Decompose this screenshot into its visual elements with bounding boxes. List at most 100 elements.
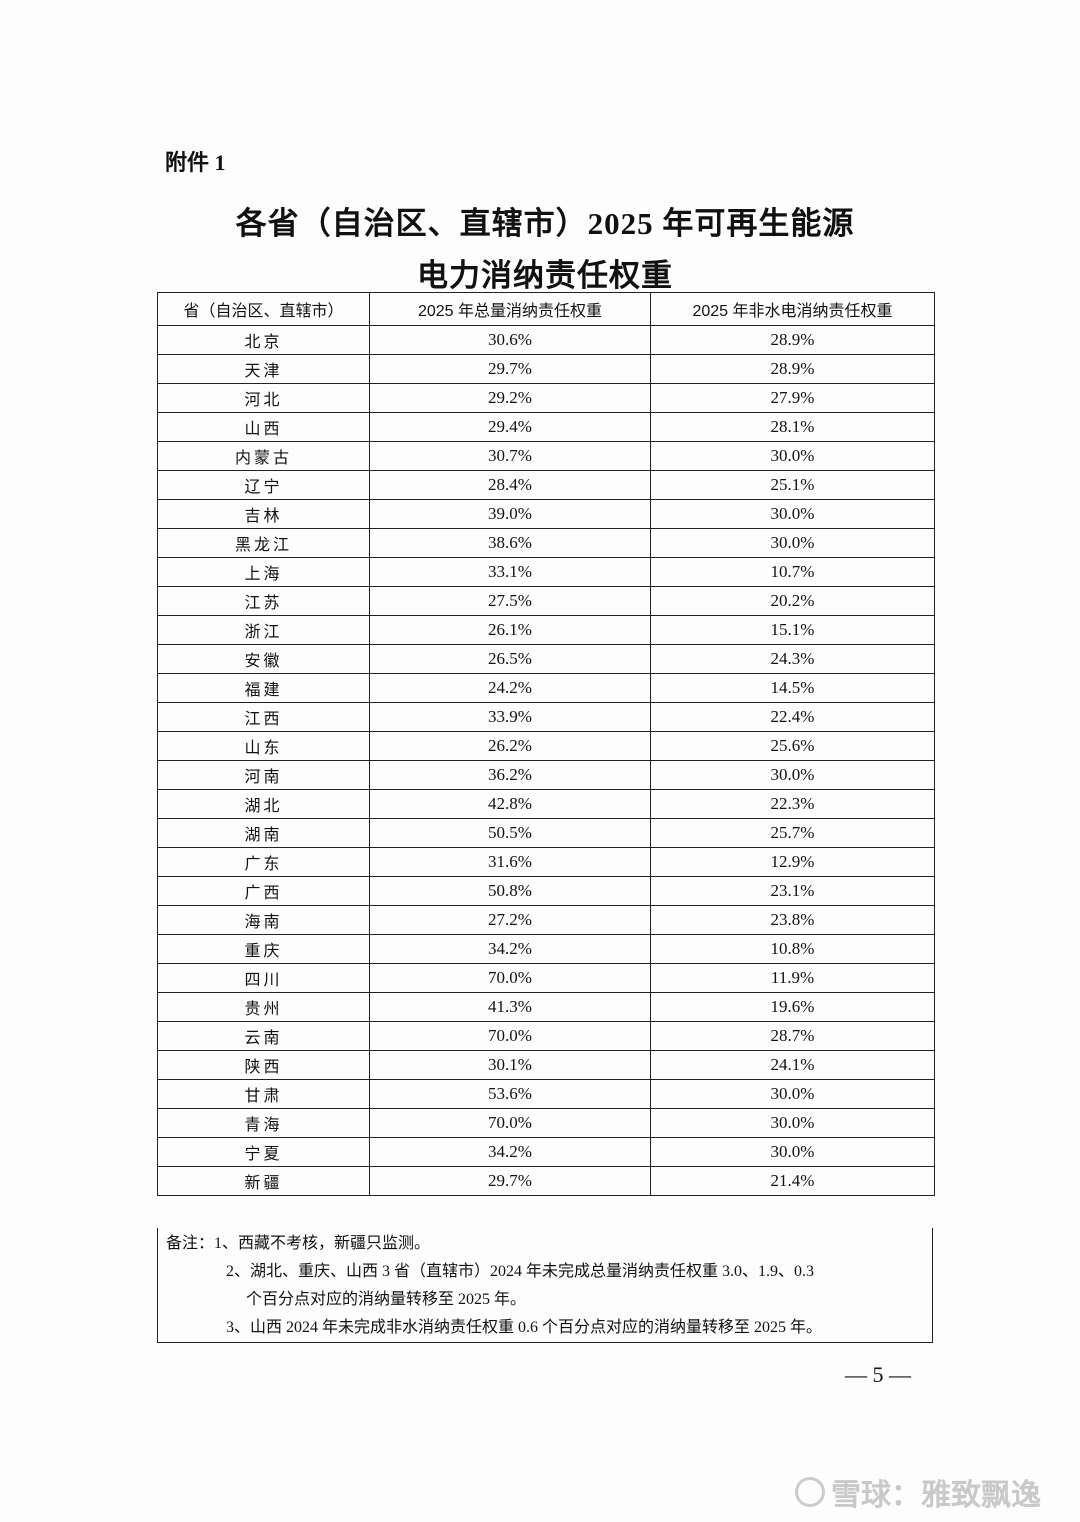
table-header-row: 省（自治区、直辖市） 2025 年总量消纳责任权重 2025 年非水电消纳责任权… [157, 292, 935, 326]
cell-total-weight: 27.2% [369, 905, 651, 935]
cell-nonhydro-weight: 30.0% [650, 499, 935, 529]
table-row: 云南 70.0% 28.7% [157, 1021, 935, 1051]
cell-total-weight: 29.4% [369, 412, 651, 442]
cell-province: 江西 [157, 702, 370, 732]
table-row: 山东 26.2% 25.6% [157, 731, 935, 761]
table-row: 河南 36.2% 30.0% [157, 760, 935, 790]
table-row: 上海 33.1% 10.7% [157, 557, 935, 587]
table-row: 海南 27.2% 23.8% [157, 905, 935, 935]
notes-box: 备注：1、西藏不考核，新疆只监测。 2、湖北、重庆、山西 3 省（直辖市）202… [157, 1228, 933, 1343]
cell-province: 贵州 [157, 992, 370, 1022]
table-row: 辽宁 28.4% 25.1% [157, 470, 935, 500]
header-total-weight: 2025 年总量消纳责任权重 [369, 292, 651, 326]
weights-table: 省（自治区、直辖市） 2025 年总量消纳责任权重 2025 年非水电消纳责任权… [157, 292, 935, 1196]
cell-total-weight: 39.0% [369, 499, 651, 529]
cell-nonhydro-weight: 30.0% [650, 760, 935, 790]
cell-province: 广西 [157, 876, 370, 906]
cell-total-weight: 41.3% [369, 992, 651, 1022]
cell-nonhydro-weight: 28.7% [650, 1021, 935, 1051]
cell-total-weight: 33.1% [369, 557, 651, 587]
cell-total-weight: 26.2% [369, 731, 651, 761]
cell-nonhydro-weight: 28.9% [650, 354, 935, 384]
cell-nonhydro-weight: 24.1% [650, 1050, 935, 1080]
cell-total-weight: 26.5% [369, 644, 651, 674]
table-row: 河北 29.2% 27.9% [157, 383, 935, 413]
cell-total-weight: 29.7% [369, 1166, 651, 1196]
table-row: 浙江 26.1% 15.1% [157, 615, 935, 645]
cell-total-weight: 26.1% [369, 615, 651, 645]
cell-province: 青海 [157, 1108, 370, 1138]
cell-total-weight: 34.2% [369, 934, 651, 964]
snowball-logo-icon [795, 1477, 825, 1507]
cell-total-weight: 30.7% [369, 441, 651, 471]
cell-province: 四川 [157, 963, 370, 993]
cell-province: 陕西 [157, 1050, 370, 1080]
table-row: 四川 70.0% 11.9% [157, 963, 935, 993]
table-row: 广西 50.8% 23.1% [157, 876, 935, 906]
cell-province: 湖南 [157, 818, 370, 848]
cell-province: 宁夏 [157, 1137, 370, 1167]
cell-total-weight: 53.6% [369, 1079, 651, 1109]
table-row: 湖南 50.5% 25.7% [157, 818, 935, 848]
cell-total-weight: 38.6% [369, 528, 651, 558]
cell-nonhydro-weight: 11.9% [650, 963, 935, 993]
cell-total-weight: 50.5% [369, 818, 651, 848]
cell-province: 吉林 [157, 499, 370, 529]
cell-nonhydro-weight: 28.9% [650, 325, 935, 355]
cell-nonhydro-weight: 10.7% [650, 557, 935, 587]
table-row: 福建 24.2% 14.5% [157, 673, 935, 703]
cell-province: 江苏 [157, 586, 370, 616]
cell-nonhydro-weight: 30.0% [650, 528, 935, 558]
table-row: 安徽 26.5% 24.3% [157, 644, 935, 674]
table-row: 黑龙江 38.6% 30.0% [157, 528, 935, 558]
table-row: 湖北 42.8% 22.3% [157, 789, 935, 819]
table-row: 贵州 41.3% 19.6% [157, 992, 935, 1022]
cell-nonhydro-weight: 15.1% [650, 615, 935, 645]
table-row: 新疆 29.7% 21.4% [157, 1166, 935, 1196]
cell-province: 北京 [157, 325, 370, 355]
cell-nonhydro-weight: 10.8% [650, 934, 935, 964]
note-2: 2、湖北、重庆、山西 3 省（直辖市）2024 年未完成总量消纳责任权重 3.0… [226, 1263, 815, 1280]
cell-total-weight: 70.0% [369, 1108, 651, 1138]
cell-nonhydro-weight: 19.6% [650, 992, 935, 1022]
cell-total-weight: 30.6% [369, 325, 651, 355]
cell-province: 上海 [157, 557, 370, 587]
cell-total-weight: 34.2% [369, 1137, 651, 1167]
table-row: 吉林 39.0% 30.0% [157, 499, 935, 529]
note-3: 3、山西 2024 年未完成非水消纳责任权重 0.6 个百分点对应的消纳量转移至… [226, 1319, 823, 1336]
cell-province: 新疆 [157, 1166, 370, 1196]
table-row: 北京 30.6% 28.9% [157, 325, 935, 355]
cell-province: 湖北 [157, 789, 370, 819]
cell-nonhydro-weight: 14.5% [650, 673, 935, 703]
cell-nonhydro-weight: 25.6% [650, 731, 935, 761]
cell-total-weight: 27.5% [369, 586, 651, 616]
cell-nonhydro-weight: 30.0% [650, 1108, 935, 1138]
cell-total-weight: 24.2% [369, 673, 651, 703]
cell-nonhydro-weight: 24.3% [650, 644, 935, 674]
cell-total-weight: 29.7% [369, 354, 651, 384]
cell-total-weight: 36.2% [369, 760, 651, 790]
cell-total-weight: 28.4% [369, 470, 651, 500]
table-row: 甘肃 53.6% 30.0% [157, 1079, 935, 1109]
header-nonhydro-weight: 2025 年非水电消纳责任权重 [650, 292, 935, 326]
cell-total-weight: 31.6% [369, 847, 651, 877]
table-row: 江西 33.9% 22.4% [157, 702, 935, 732]
cell-province: 辽宁 [157, 470, 370, 500]
cell-province: 广东 [157, 847, 370, 877]
table-row: 宁夏 34.2% 30.0% [157, 1137, 935, 1167]
cell-total-weight: 29.2% [369, 383, 651, 413]
table-row: 江苏 27.5% 20.2% [157, 586, 935, 616]
cell-province: 山西 [157, 412, 370, 442]
cell-nonhydro-weight: 20.2% [650, 586, 935, 616]
table-row: 天津 29.7% 28.9% [157, 354, 935, 384]
cell-nonhydro-weight: 27.9% [650, 383, 935, 413]
cell-nonhydro-weight: 21.4% [650, 1166, 935, 1196]
table-row: 山西 29.4% 28.1% [157, 412, 935, 442]
cell-province: 内蒙古 [157, 441, 370, 471]
cell-nonhydro-weight: 30.0% [650, 1079, 935, 1109]
table-row: 陕西 30.1% 24.1% [157, 1050, 935, 1080]
cell-nonhydro-weight: 12.9% [650, 847, 935, 877]
cell-total-weight: 33.9% [369, 702, 651, 732]
watermark-text: 雪球：雅致飘逸 [831, 1478, 1041, 1513]
cell-province: 重庆 [157, 934, 370, 964]
